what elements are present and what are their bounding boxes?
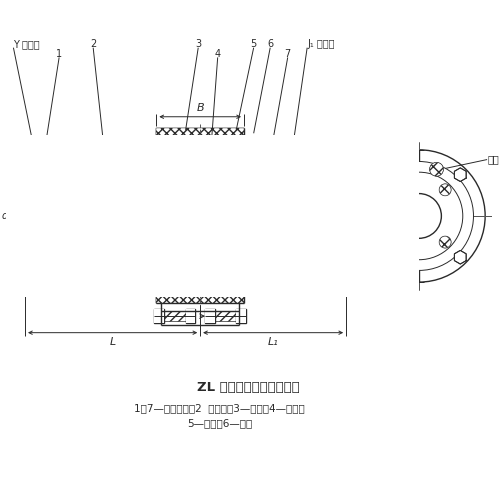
Bar (6, 135, 419, 296)
Bar (144, 141, 156, 163)
Text: d₁: d₁ (2, 211, 12, 221)
Text: 2: 2 (90, 39, 96, 49)
Text: 4: 4 (214, 48, 220, 58)
Bar (205, 310, 215, 323)
Bar (154, 310, 164, 323)
Bar (186, 310, 196, 323)
Bar (25, 270, 176, 294)
Bar (244, 238, 346, 268)
Polygon shape (454, 250, 466, 264)
Bar (171, 166, 230, 192)
Circle shape (396, 194, 442, 238)
Circle shape (364, 162, 474, 270)
Bar (205, 310, 215, 323)
Text: 标志: 标志 (487, 154, 499, 164)
Text: 6: 6 (267, 39, 274, 49)
Circle shape (440, 184, 451, 196)
Bar (171, 240, 230, 266)
Text: Y 型轴孔: Y 型轴孔 (14, 39, 40, 49)
Text: 3: 3 (195, 39, 202, 49)
Bar (25, 138, 176, 162)
Bar (144, 141, 156, 163)
Circle shape (430, 162, 444, 176)
Bar (244, 143, 346, 165)
Bar (144, 270, 156, 291)
Bar (244, 164, 346, 194)
Bar (25, 238, 176, 270)
Bar (154, 310, 164, 323)
Circle shape (440, 236, 451, 248)
Text: ZL 型弹性柱销齿式联轴器: ZL 型弹性柱销齿式联轴器 (198, 382, 300, 394)
Text: B: B (196, 103, 204, 113)
Text: L: L (110, 336, 116, 346)
Bar (144, 270, 156, 291)
Bar (164, 312, 186, 321)
Bar (156, 288, 244, 304)
Bar (25, 162, 176, 194)
Bar (215, 312, 236, 321)
Text: 5: 5 (250, 39, 257, 49)
Bar (244, 268, 346, 289)
Text: 5—螺栓；6—垫圈: 5—螺栓；6—垫圈 (187, 418, 252, 428)
Circle shape (440, 236, 451, 248)
Bar (186, 310, 196, 323)
Bar (236, 310, 246, 323)
Text: 1、7—半联轴器；2  外挡板；3—外套；4—柱销；: 1、7—半联轴器；2 外挡板；3—外套；4—柱销； (134, 402, 305, 412)
Bar (244, 194, 346, 238)
Bar (25, 194, 176, 238)
Polygon shape (454, 168, 466, 181)
Bar (236, 310, 246, 323)
Text: J₁ 型轴孔: J₁ 型轴孔 (307, 39, 334, 49)
Text: d₂: d₂ (358, 212, 367, 220)
Circle shape (353, 150, 485, 282)
Text: 1: 1 (56, 48, 62, 58)
Circle shape (430, 162, 444, 176)
Text: 7: 7 (284, 48, 291, 58)
Bar (156, 128, 244, 144)
Text: L₁: L₁ (268, 336, 278, 346)
Circle shape (375, 172, 463, 260)
Text: D: D (364, 211, 373, 221)
Circle shape (440, 184, 451, 196)
